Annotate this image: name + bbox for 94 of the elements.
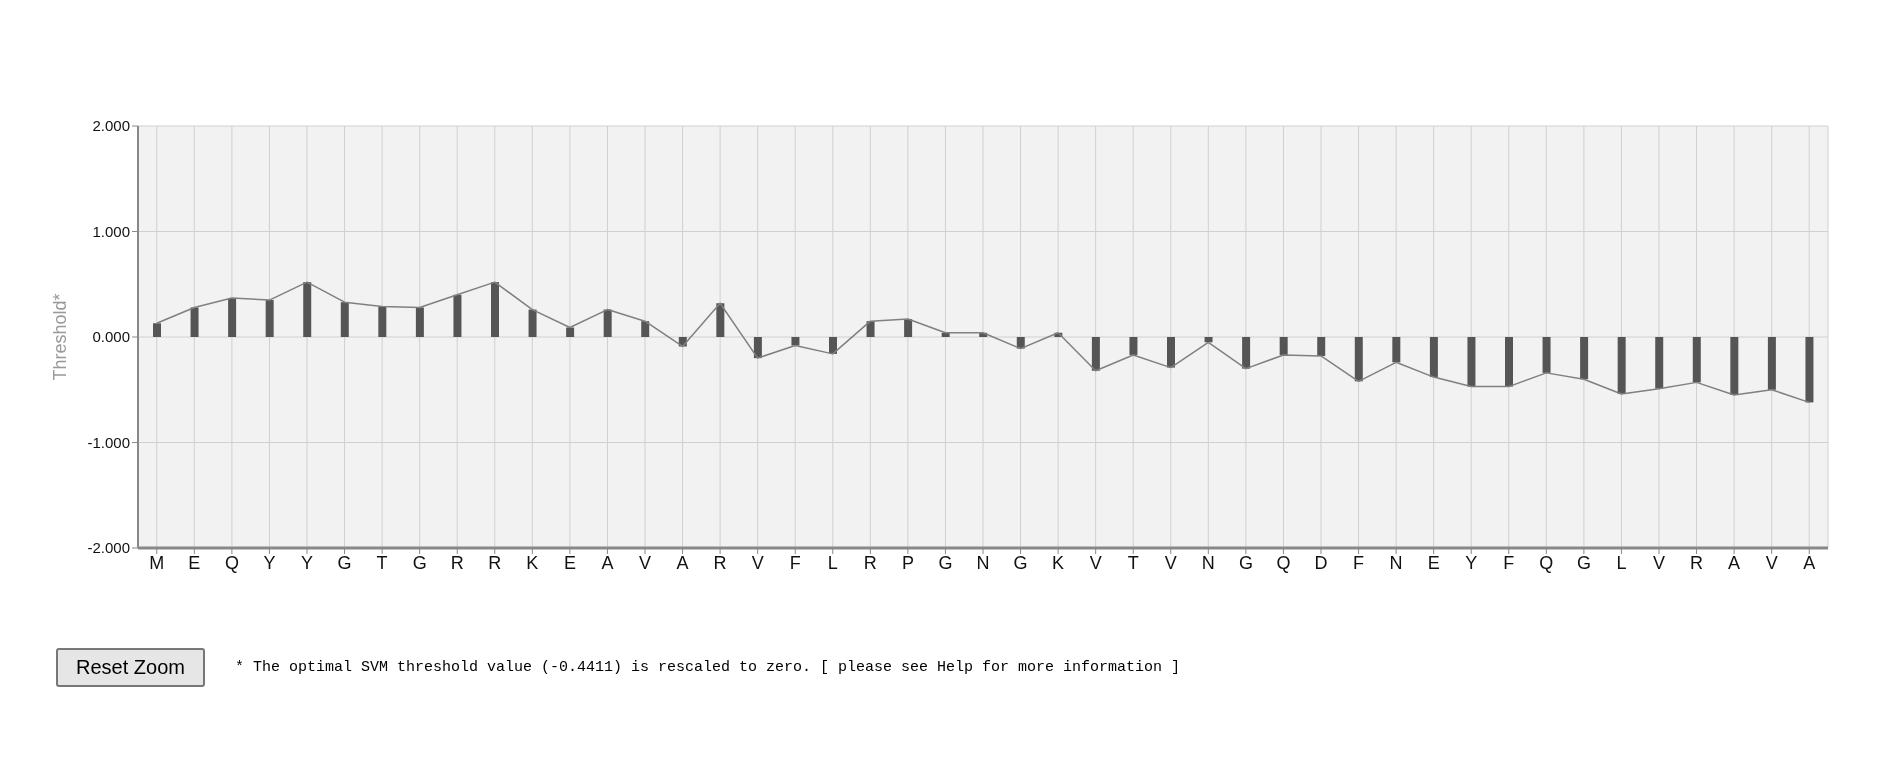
bar [603,309,612,337]
x-tick-label: A [1728,552,1741,573]
x-tick-label: R [450,552,464,573]
x-tick-label: Y [300,552,314,573]
x-tick-label: E [1427,552,1440,573]
bar [340,302,349,337]
x-tick-label: F [1503,552,1515,573]
x-tick-label: V [1765,552,1778,573]
x-tick-label: V [1089,552,1102,573]
x-tick-label: E [563,552,576,573]
bar [153,323,161,337]
x-tick-label: V [1164,552,1177,573]
x-tick-label: Q [224,552,239,573]
bar [1542,337,1551,373]
bar [303,282,312,337]
bar [1429,337,1438,378]
bar [378,306,387,337]
x-tick-label: K [526,552,539,573]
x-tick-label: A [1803,552,1816,573]
x-tick-label: G [1238,552,1253,573]
x-tick-label: D [1314,552,1328,573]
bar [829,337,837,354]
bar [1580,337,1589,380]
x-tick-label: V [1652,552,1666,573]
bar [228,297,237,337]
x-tick-label: K [1052,552,1065,573]
bar [1617,337,1626,394]
x-tick-label: P [901,552,914,573]
x-tick-label: Y [263,552,276,573]
bar [1730,337,1739,396]
text: Reset Zoom [56,648,205,687]
x-tick-label: Q [1276,552,1291,573]
bar [866,321,875,337]
bar [190,307,199,337]
x-tick-label: G [1576,552,1591,573]
x-tick-label: R [488,552,502,573]
x-tick-label: N [976,552,990,573]
bar [1129,337,1138,355]
bar [791,337,800,346]
y-tick-label: 1.000 [92,222,130,240]
bar [453,294,462,337]
x-tick-label: T [1127,552,1139,573]
bar [1279,337,1288,355]
bar [1167,337,1175,368]
bar [753,337,762,359]
x-tick-label: A [676,552,689,573]
bar [1767,337,1776,390]
x-tick-label: G [1013,552,1028,573]
x-tick-label: A [601,552,614,573]
bar [1354,337,1363,382]
bar [1655,337,1664,389]
bar [904,319,913,337]
bar [1467,337,1476,387]
x-tick-label: R [1690,552,1704,573]
x-tick-label: G [412,552,427,573]
x-tick-label: G [337,552,352,573]
bar [641,321,650,337]
x-tick-label: F [789,552,801,573]
bar [1091,337,1100,371]
bar [491,282,499,337]
bar [1805,337,1814,403]
x-tick-label: R [863,552,877,573]
bar [528,309,537,337]
x-tick-label: V [638,552,652,573]
bar [265,300,274,337]
x-tick-label: F [1353,552,1365,573]
x-tick-label: L [827,552,838,573]
y-tick-label: -1.000 [87,433,130,451]
bar [415,307,424,337]
y-tick-label: -2.000 [87,539,130,557]
x-tick-label: V [751,552,764,573]
x-tick-label: E [188,552,201,573]
x-tick-label: M [149,552,165,573]
bar [1204,337,1213,343]
bar [1505,337,1513,387]
y-tick-label: 0.000 [92,328,130,346]
bar [716,303,725,337]
x-tick-label: L [1616,552,1627,573]
x-tick-label: R [713,552,727,573]
bar [1242,337,1251,369]
text: * The optimal SVM threshold value (-0.4411) is rescaled to zero. [ please see Help for more information ] [234,659,1181,676]
x-tick-label: N [1389,552,1403,573]
y-tick-label: 2.000 [92,117,130,135]
x-tick-label: T [376,552,388,573]
bar [1317,337,1326,356]
x-tick-label: G [938,552,953,573]
bar [566,327,575,337]
bar [1692,337,1701,383]
bar [1392,337,1401,363]
x-tick-label: Y [1465,552,1478,573]
x-tick-label: N [1201,552,1215,573]
line-series [156,281,1810,404]
x-tick-label: Q [1539,552,1554,573]
y-axis-title: Threshold* [50,293,71,381]
